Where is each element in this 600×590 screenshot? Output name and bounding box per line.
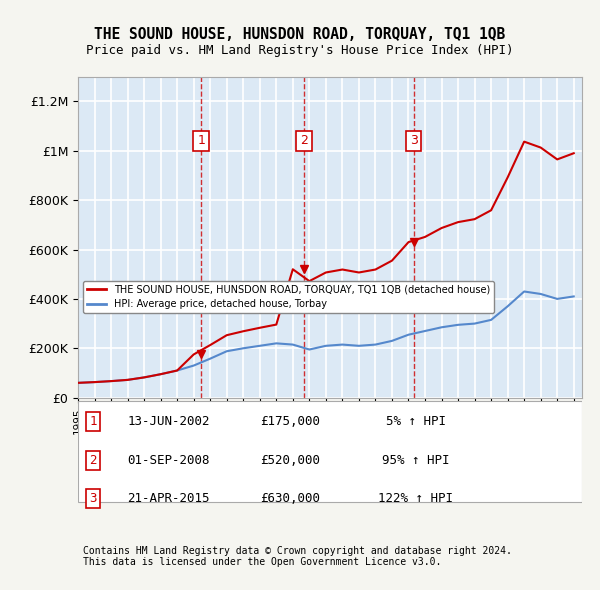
Text: 1: 1 <box>89 415 97 428</box>
Text: Contains HM Land Registry data © Crown copyright and database right 2024.
This d: Contains HM Land Registry data © Crown c… <box>83 546 512 568</box>
Text: 122% ↑ HPI: 122% ↑ HPI <box>378 492 453 505</box>
Text: £630,000: £630,000 <box>260 492 320 505</box>
Text: 01-SEP-2008: 01-SEP-2008 <box>127 454 210 467</box>
Text: 3: 3 <box>89 492 97 505</box>
Text: £520,000: £520,000 <box>260 454 320 467</box>
Text: 95% ↑ HPI: 95% ↑ HPI <box>382 454 449 467</box>
Text: Price paid vs. HM Land Registry's House Price Index (HPI): Price paid vs. HM Land Registry's House … <box>86 44 514 57</box>
Legend: THE SOUND HOUSE, HUNSDON ROAD, TORQUAY, TQ1 1QB (detached house), HPI: Average p: THE SOUND HOUSE, HUNSDON ROAD, TORQUAY, … <box>83 281 494 313</box>
Text: £175,000: £175,000 <box>260 415 320 428</box>
Text: 2: 2 <box>300 135 308 148</box>
FancyBboxPatch shape <box>78 401 582 502</box>
Text: 21-APR-2015: 21-APR-2015 <box>127 492 210 505</box>
Text: 13-JUN-2002: 13-JUN-2002 <box>127 415 210 428</box>
Text: THE SOUND HOUSE, HUNSDON ROAD, TORQUAY, TQ1 1QB: THE SOUND HOUSE, HUNSDON ROAD, TORQUAY, … <box>94 27 506 41</box>
Text: 2: 2 <box>89 454 97 467</box>
Text: 3: 3 <box>410 135 418 148</box>
Text: 5% ↑ HPI: 5% ↑ HPI <box>386 415 446 428</box>
Text: 1: 1 <box>197 135 205 148</box>
